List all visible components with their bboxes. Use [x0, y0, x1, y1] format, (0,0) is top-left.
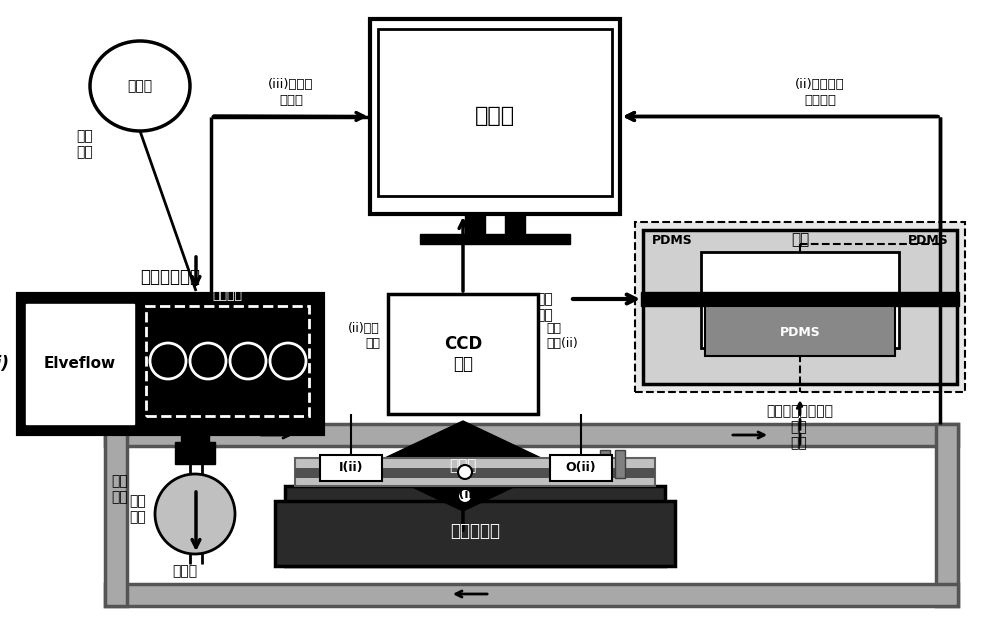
Bar	[105, 424, 958, 446]
Text: 显微镜: 显微镜	[449, 458, 477, 474]
Bar	[643, 230, 957, 384]
Bar	[701, 252, 899, 348]
Bar	[378, 29, 612, 196]
Text: 液体输出: 液体输出	[239, 405, 271, 418]
Bar	[295, 468, 655, 477]
Text: PDMS: PDMS	[908, 233, 948, 247]
Ellipse shape	[90, 41, 190, 131]
Bar	[275, 501, 675, 566]
Bar	[641, 292, 959, 306]
Text: Elveflow: Elveflow	[44, 356, 116, 372]
Text: 气体
进入: 气体 进入	[130, 494, 146, 524]
Bar	[465, 214, 485, 236]
Bar	[388, 294, 538, 414]
Bar	[175, 442, 215, 464]
Circle shape	[188, 434, 204, 450]
Bar	[705, 306, 895, 356]
Bar	[550, 455, 612, 481]
Bar	[105, 424, 127, 606]
Polygon shape	[368, 421, 558, 511]
Bar	[146, 306, 309, 416]
Text: 微流控芯片: 微流控芯片	[450, 522, 500, 540]
Text: (ii)荧光
信号: (ii)荧光 信号	[348, 322, 380, 350]
Bar	[18, 294, 323, 434]
Text: 气体输出: 气体输出	[212, 289, 242, 302]
Text: 流体加载装置: 流体加载装置	[140, 268, 200, 286]
Text: CCD
相机: CCD 相机	[444, 335, 482, 373]
Text: 细胞培养腔截面图: 细胞培养腔截面图	[767, 404, 834, 418]
Text: I(ii): I(ii)	[339, 462, 363, 474]
Bar	[26, 304, 134, 424]
Text: PDMS: PDMS	[780, 325, 820, 339]
Text: O(ii): O(ii)	[566, 462, 596, 474]
Text: (iii)给定气
压信息: (iii)给定气 压信息	[268, 79, 314, 107]
Text: 探针
检测(ii): 探针 检测(ii)	[546, 322, 578, 350]
Bar	[295, 458, 655, 486]
Bar	[936, 424, 958, 606]
Text: 弹性
薄膜: 弹性 薄膜	[537, 292, 553, 322]
Text: 空气泵: 空气泵	[127, 79, 153, 93]
Bar	[285, 486, 665, 566]
Text: 气体
通入: 气体 通入	[77, 129, 93, 159]
Bar	[320, 455, 382, 481]
Bar	[105, 584, 958, 606]
Text: F(ii): F(ii)	[451, 488, 479, 501]
Text: 贮液槽: 贮液槽	[172, 564, 198, 578]
Bar	[420, 234, 570, 244]
Text: (i): (i)	[0, 355, 10, 373]
Text: (ii)传感装置
检测数据: (ii)传感装置 检测数据	[795, 79, 845, 107]
Circle shape	[458, 489, 472, 503]
Circle shape	[344, 465, 358, 479]
Text: PDMS: PDMS	[652, 233, 692, 247]
Circle shape	[574, 465, 588, 479]
Bar	[505, 214, 525, 236]
Bar	[600, 450, 610, 478]
Circle shape	[458, 465, 472, 479]
Text: 气体
进入: 气体 进入	[112, 474, 128, 504]
Text: 工控机: 工控机	[475, 107, 515, 127]
Bar	[181, 429, 209, 444]
Bar	[370, 19, 620, 214]
Text: 空气: 空气	[791, 233, 809, 247]
Bar	[635, 222, 965, 392]
Ellipse shape	[155, 474, 235, 554]
Text: 循环
利用: 循环 利用	[790, 420, 807, 450]
Bar	[615, 450, 625, 478]
